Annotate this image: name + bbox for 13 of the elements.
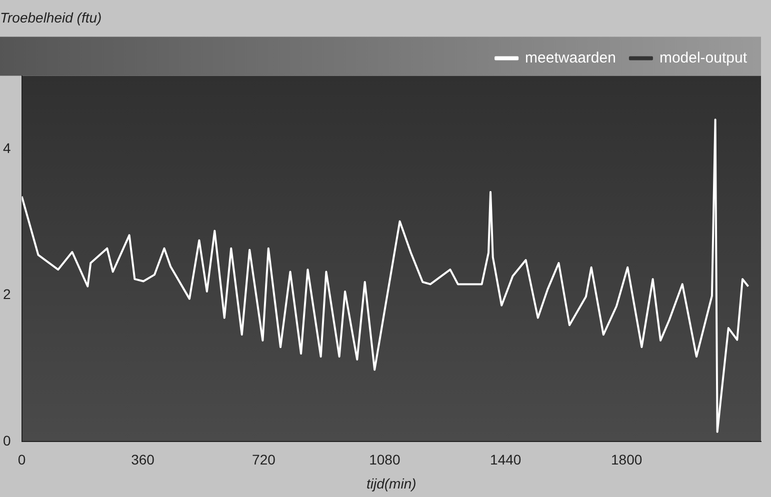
legend-label: model-output xyxy=(659,49,748,66)
x-tick-label: 1080 xyxy=(369,452,400,468)
x-tick-label: 1800 xyxy=(611,452,642,468)
y-tick-label: 0 xyxy=(2,432,11,448)
x-tick-label: 360 xyxy=(131,452,155,468)
y-tick-label: 2 xyxy=(2,286,11,302)
x-tick-label: 0 xyxy=(18,452,26,468)
x-tick-label: 720 xyxy=(252,452,276,468)
x-axis-title: tijd(min) xyxy=(366,475,416,492)
y-tick-label: 4 xyxy=(2,140,11,156)
x-tick-label: 1440 xyxy=(490,452,522,468)
y-axis-title: Troebelheid (ftu) xyxy=(0,9,102,26)
legend-label: meetwaarden xyxy=(525,49,616,66)
